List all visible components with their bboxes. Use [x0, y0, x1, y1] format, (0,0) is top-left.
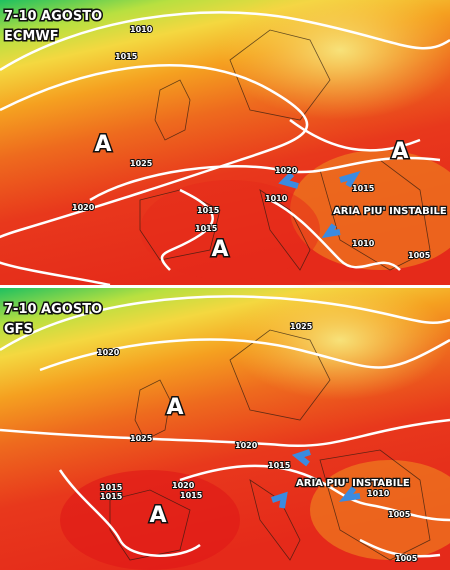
isobar-label: 1005 — [388, 510, 411, 519]
isobar-label: 1015 — [100, 492, 123, 501]
isobar-label: 1015 — [352, 184, 375, 193]
isobar-label: 1010 — [352, 239, 375, 248]
annotation: ARIA PIU' INSTABILE — [296, 478, 410, 489]
annotation: ARIA PIU' INSTABILE — [333, 206, 447, 217]
isobar-label: 1025 — [130, 159, 153, 168]
isobar-label: 1025 — [290, 322, 313, 331]
high-pressure: A — [149, 503, 166, 528]
isobar-label: 1010 — [265, 194, 288, 203]
model-name: ECMWF — [4, 29, 59, 44]
isobar-label: 1020 — [235, 441, 258, 450]
isobar-label: 1020 — [172, 481, 195, 490]
isobar-label: 1020 — [275, 166, 298, 175]
high-pressure: A — [166, 395, 183, 420]
high-pressure: A — [391, 139, 408, 164]
panel-ecmwf — [0, 0, 450, 287]
isobar-label: 1010 — [130, 25, 153, 34]
isobar-label: 1015 — [197, 206, 220, 215]
isobar-label: 1005 — [408, 251, 431, 260]
panel-gfs — [0, 280, 450, 570]
panel-divider — [0, 285, 450, 288]
isobar-label: 1015 — [195, 224, 218, 233]
isobar-label: 1020 — [97, 348, 120, 357]
high-pressure: A — [94, 132, 111, 157]
high-pressure: A — [211, 237, 228, 262]
isobar-label: 1015 — [100, 483, 123, 492]
isobar-label: 1005 — [395, 554, 418, 563]
isobar-label: 1015 — [268, 461, 291, 470]
panel-title: 7-10 AGOSTO — [4, 9, 102, 24]
isobar-label: 1015 — [180, 491, 203, 500]
panel-title: 7-10 AGOSTO — [4, 302, 102, 317]
isobar-label: 1025 — [130, 434, 153, 443]
isobar-label: 1010 — [367, 489, 390, 498]
model-name: GFS — [4, 322, 33, 337]
isobar-label: 1020 — [72, 203, 95, 212]
isobar-label: 1015 — [115, 52, 138, 61]
